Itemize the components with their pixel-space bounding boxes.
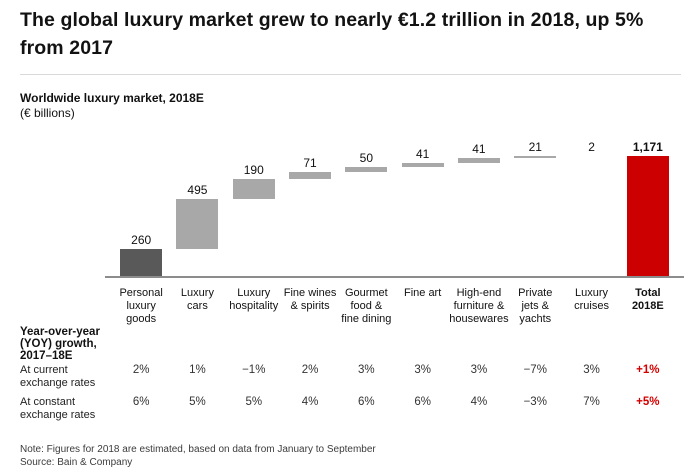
bar-value-label: 495 — [187, 182, 208, 197]
yoy-constant-value-gourmet-food-fine-dining: 6% — [358, 396, 375, 408]
x-axis-line — [105, 276, 684, 278]
bar-luxury-hospitality — [232, 179, 275, 199]
bar-value-label: 1,171 — [632, 140, 663, 154]
title-divider — [20, 74, 681, 75]
yoy-current-value-private-jets-yachts: −7% — [523, 364, 547, 376]
yoy-current-value-personal-luxury-goods: 2% — [132, 364, 150, 376]
category-label-luxury-cruises: Luxury cruises — [574, 287, 609, 312]
footnote: Note: Figures for 2018 are estimated, ba… — [20, 444, 376, 455]
category-label-personal-luxury-goods: Personal luxury goods — [119, 287, 163, 325]
yoy-current-value-gourmet-food-fine-dining: 3% — [358, 364, 375, 376]
yoy-constant-value-high-end-furniture-housewares: 4% — [470, 396, 488, 408]
bar-luxury-cars — [176, 198, 219, 250]
yoy-constant-value-luxury-cars: 5% — [189, 396, 206, 408]
yoy-constant-value-luxury-cruises: 7% — [583, 396, 600, 408]
category-label-private-jets-yachts: Private jets & yachts — [518, 287, 553, 325]
bar-high-end-furniture-housewares — [457, 158, 500, 163]
bar-value-label: 71 — [303, 155, 317, 170]
page-title: The global luxury market grew to nearly … — [20, 9, 644, 59]
bar-value-label: 260 — [131, 233, 152, 248]
category-label-luxury-hospitality: Luxury hospitality — [229, 287, 279, 312]
bar-total-2018e — [626, 156, 669, 276]
bar-value-label: 41 — [415, 146, 430, 161]
yoy-constant-value-total-2018e: +5% — [636, 396, 660, 408]
yoy-current-value-fine-art: 3% — [414, 364, 431, 376]
yoy-current-value-high-end-furniture-housewares: 3% — [470, 364, 488, 376]
bar-gourmet-food-fine-dining — [345, 166, 388, 172]
bar-value-label: 50 — [359, 150, 374, 165]
bar-value-label: 41 — [472, 142, 486, 157]
yoy-constant-value-fine-wines-spirits: 4% — [301, 396, 319, 408]
chart-title: Worldwide luxury market, 2018E — [20, 91, 204, 105]
yoy-constant-value-luxury-hospitality: 5% — [245, 396, 263, 408]
yoy-current-value-luxury-hospitality: −1% — [242, 364, 266, 376]
yoy-constant-value-private-jets-yachts: −3% — [523, 396, 547, 408]
yoy-current-value-luxury-cars: 1% — [189, 364, 206, 376]
bar-personal-luxury-goods — [120, 249, 163, 276]
bar-fine-wines-spirits — [289, 171, 332, 180]
category-label-high-end-furniture-housewares: High-end furniture & housewares — [449, 287, 509, 325]
bar-fine-art — [401, 162, 444, 167]
bar-value-label: 190 — [243, 163, 264, 178]
category-label-fine-art: Fine art — [403, 287, 442, 299]
bar-value-label: 21 — [528, 140, 542, 155]
yoy-constant-value-personal-luxury-goods: 6% — [132, 396, 150, 408]
yoy-current-value-total-2018e: +1% — [636, 364, 660, 376]
yoy-current-value-luxury-cruises: 3% — [583, 364, 600, 376]
category-label-fine-wines-spirits: Fine wines & spirits — [283, 287, 337, 312]
waterfall-chart: 260 Personal luxury goods 2% 6% 495 Luxury ca… — [113, 130, 679, 440]
category-label-gourmet-food-fine-dining: Gourmet food & fine dining — [341, 287, 392, 325]
yoy-row-label-current: At current exchange rates — [20, 364, 96, 389]
category-label-total-2018e: Total 2018E — [631, 287, 664, 312]
yoy-current-value-fine-wines-spirits: 2% — [301, 364, 319, 376]
yoy-growth-header: Year-over-year (YOY) growth, 2017–18E — [20, 326, 100, 362]
category-label-luxury-cars: Luxury cars — [180, 287, 214, 312]
bar-private-jets-yachts — [514, 156, 557, 159]
bar-value-label: 2 — [588, 140, 595, 154]
yoy-constant-value-fine-art: 6% — [414, 396, 431, 408]
yoy-row-label-constant: At constant exchange rates — [20, 396, 96, 421]
chart-units-label: (€ billions) — [20, 106, 75, 120]
source-note: Source: Bain & Company — [20, 457, 133, 468]
